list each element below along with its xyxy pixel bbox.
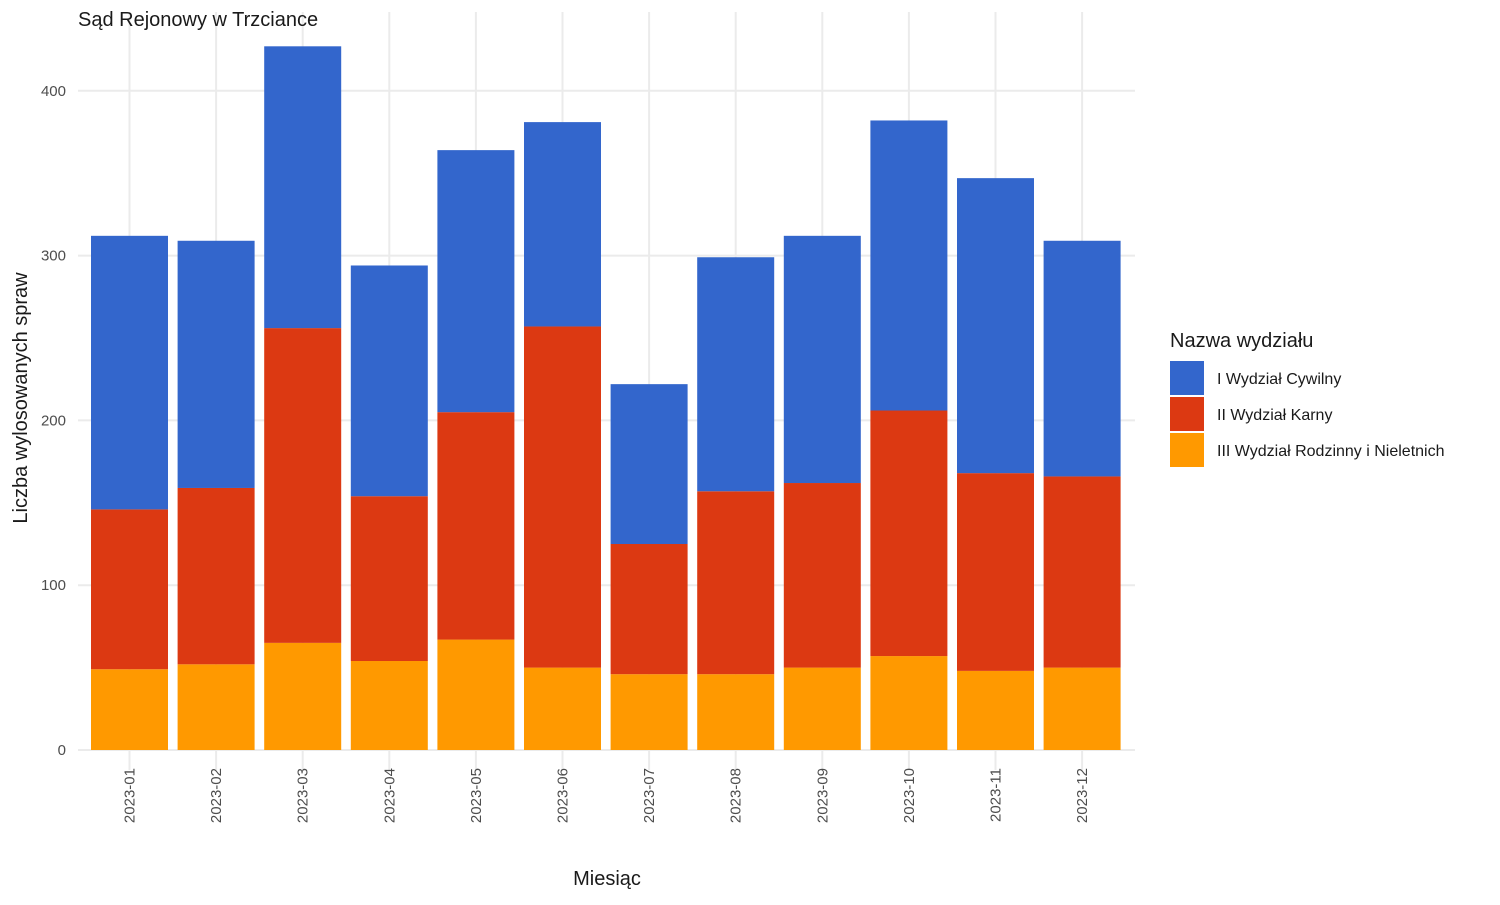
bar-segment [264, 328, 342, 643]
y-tick-label: 0 [58, 742, 66, 759]
bars-layer [91, 46, 1121, 750]
x-tick-label: 2023-01 [122, 768, 139, 823]
x-tick-label: 2023-11 [988, 768, 1005, 822]
x-axis-title: Miesiąc [573, 868, 641, 890]
chart-title: Sąd Rejonowy w Trzciance [78, 9, 318, 31]
x-tick-label: 2023-09 [814, 768, 831, 823]
x-tick-label: 2023-03 [295, 768, 312, 823]
x-tick-label: 2023-04 [381, 768, 398, 823]
legend: Nazwa wydziału I Wydział Cywilny II Wydzi… [1170, 330, 1445, 467]
bar-segment [697, 674, 775, 750]
bar-segment [524, 667, 601, 750]
x-tick-label: 2023-07 [641, 768, 658, 823]
bar-segment [91, 509, 168, 670]
y-tick-label: 100 [41, 577, 66, 594]
bar-segment [610, 544, 688, 675]
bar-segment [697, 257, 775, 492]
bar-segment [783, 483, 861, 668]
bar-segment [264, 642, 342, 750]
bar-segment [524, 122, 601, 327]
bar-segment [1043, 476, 1121, 668]
bar-segment [957, 670, 1034, 750]
bar-segment [870, 656, 948, 750]
x-tick-label: 2023-10 [901, 768, 918, 823]
bar-segment [437, 412, 515, 640]
y-axis-title: Liczba wylosowanych spraw [10, 272, 32, 524]
legend-label: III Wydział Rodzinny i Nieletnich [1217, 443, 1445, 460]
bar-segment [870, 120, 948, 411]
bar-segment [957, 178, 1034, 474]
bar-segment [1043, 667, 1121, 750]
legend-label: I Wydział Cywilny [1217, 371, 1341, 388]
bar-segment [610, 674, 688, 750]
bar-segment [610, 384, 688, 544]
legend-label: II Wydział Karny [1217, 407, 1332, 424]
bar-segment [437, 150, 515, 413]
bar-segment [350, 496, 428, 662]
y-tick-label: 200 [41, 412, 66, 429]
bar-segment [783, 667, 861, 750]
legend-key [1170, 433, 1204, 467]
bar-segment [1043, 240, 1121, 477]
bar-segment [524, 326, 601, 668]
bar-segment [783, 235, 861, 484]
x-tick-label: 2023-08 [728, 768, 745, 823]
legend-key [1170, 397, 1204, 431]
bar-segment [437, 639, 515, 750]
legend-key [1170, 361, 1204, 395]
bar-segment [697, 491, 775, 675]
bar-segment [957, 473, 1034, 671]
bar-segment [870, 410, 948, 657]
x-axis: 2023-01 2023-02 2023-03 2023-04 2023-05 2023-… [122, 768, 1092, 823]
bar-segment [177, 240, 255, 488]
bar-segment [91, 235, 168, 510]
x-tick-label: 2023-05 [468, 768, 485, 823]
y-tick-label: 300 [41, 248, 66, 265]
bar-segment [264, 46, 342, 329]
bar-segment [91, 669, 168, 750]
x-tick-label: 2023-12 [1074, 768, 1091, 823]
bar-segment [350, 661, 428, 750]
y-axis: 0 100 200 300 400 [41, 83, 66, 759]
x-tick-label: 2023-06 [555, 768, 572, 823]
legend-title: Nazwa wydziału [1170, 330, 1313, 352]
x-tick-label: 2023-02 [208, 768, 225, 823]
bar-segment [350, 265, 428, 497]
y-tick-label: 400 [41, 83, 66, 100]
bar-segment [177, 487, 255, 665]
bar-segment [177, 664, 255, 750]
